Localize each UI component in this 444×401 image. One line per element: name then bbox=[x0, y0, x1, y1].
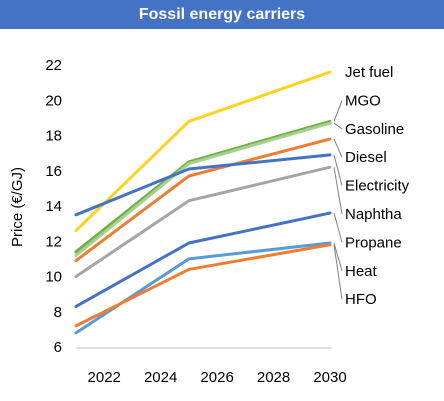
chart-title: Fossil energy carriers bbox=[0, 0, 444, 29]
series-line-hfo bbox=[74, 243, 332, 328]
series-line-naphtha bbox=[74, 165, 332, 278]
y-tick-label: 6 bbox=[54, 339, 62, 356]
series-line-propane bbox=[74, 211, 332, 308]
y-tick-label: 8 bbox=[54, 304, 62, 321]
leader-line bbox=[333, 138, 343, 158]
series-lines bbox=[74, 70, 332, 335]
y-axis-ticks: 6 8 10 12 14 16 18 20 22 bbox=[45, 57, 62, 356]
leader-line bbox=[333, 154, 343, 186]
legend-label: Diesel bbox=[345, 149, 387, 166]
leader-line bbox=[333, 244, 343, 300]
legend-leader-lines bbox=[333, 100, 343, 300]
y-tick-label: 14 bbox=[45, 198, 62, 215]
legend-label: Jet fuel bbox=[345, 64, 393, 81]
y-tick-label: 18 bbox=[45, 128, 62, 145]
legend-label: Naphtha bbox=[345, 206, 402, 223]
y-tick-label: 20 bbox=[45, 92, 62, 109]
series-line-gasoline bbox=[74, 121, 332, 257]
leader-line bbox=[333, 212, 343, 243]
legend-label: HFO bbox=[345, 291, 377, 308]
y-tick-label: 22 bbox=[45, 57, 62, 74]
legend-label: Gasoline bbox=[345, 121, 404, 138]
legend-label: MGO bbox=[345, 92, 381, 109]
y-axis-label: Price (€/GJ) bbox=[9, 167, 26, 247]
x-tick-label: 2022 bbox=[88, 369, 121, 386]
series-line-heat bbox=[74, 241, 332, 335]
legend-label: Electricity bbox=[345, 178, 410, 195]
leader-line bbox=[333, 167, 343, 215]
x-tick-label: 2030 bbox=[313, 369, 346, 386]
series-line-jet-fuel bbox=[74, 70, 332, 233]
legend-label: Propane bbox=[345, 234, 402, 251]
series-line-diesel bbox=[74, 137, 332, 263]
x-tick-label: 2024 bbox=[144, 369, 177, 386]
series-line-electricity bbox=[74, 153, 332, 217]
y-tick-label: 10 bbox=[45, 269, 62, 286]
series-line-mgo bbox=[74, 119, 332, 254]
x-axis-ticks: 2022 2024 2026 2028 2030 bbox=[88, 369, 347, 386]
x-tick-label: 2026 bbox=[200, 369, 233, 386]
legend-label: Heat bbox=[345, 263, 378, 280]
x-tick-label: 2028 bbox=[257, 369, 290, 386]
leader-line bbox=[333, 242, 343, 271]
leader-line bbox=[333, 122, 343, 130]
legend-labels: Jet fuel MGO Gasoline Diesel Electricity Naph… bbox=[345, 64, 410, 308]
y-tick-label: 16 bbox=[45, 163, 62, 180]
y-tick-label: 12 bbox=[45, 233, 62, 250]
leader-line bbox=[333, 100, 343, 122]
